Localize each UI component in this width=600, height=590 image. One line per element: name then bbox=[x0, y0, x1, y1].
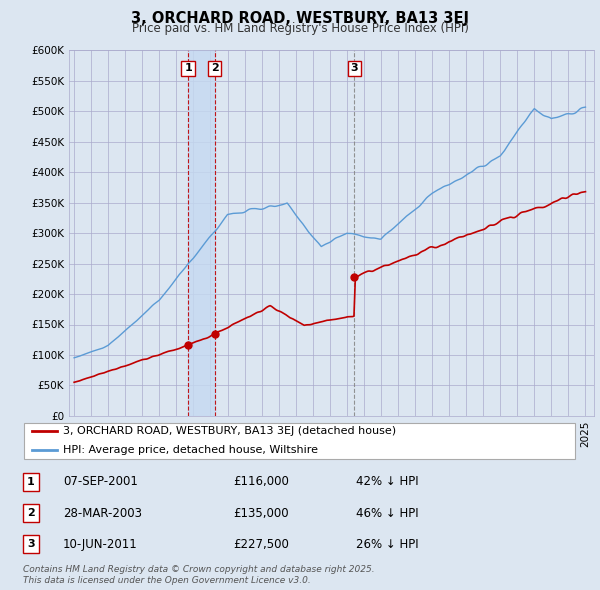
Bar bbox=[188, 50, 215, 416]
Text: Contains HM Land Registry data © Crown copyright and database right 2025.
This d: Contains HM Land Registry data © Crown c… bbox=[23, 565, 374, 585]
Text: Price paid vs. HM Land Registry's House Price Index (HPI): Price paid vs. HM Land Registry's House … bbox=[131, 22, 469, 35]
Text: 3: 3 bbox=[27, 539, 35, 549]
Text: 3, ORCHARD ROAD, WESTBURY, BA13 3EJ (detached house): 3, ORCHARD ROAD, WESTBURY, BA13 3EJ (det… bbox=[63, 427, 396, 436]
Text: £227,500: £227,500 bbox=[233, 537, 289, 550]
Text: 46% ↓ HPI: 46% ↓ HPI bbox=[356, 506, 418, 520]
Text: 1: 1 bbox=[184, 64, 192, 73]
Text: HPI: Average price, detached house, Wiltshire: HPI: Average price, detached house, Wilt… bbox=[63, 445, 318, 455]
Text: 3: 3 bbox=[350, 64, 358, 73]
Text: 1: 1 bbox=[27, 477, 35, 487]
Text: 3, ORCHARD ROAD, WESTBURY, BA13 3EJ: 3, ORCHARD ROAD, WESTBURY, BA13 3EJ bbox=[131, 11, 469, 25]
Text: 2: 2 bbox=[211, 64, 218, 73]
Text: 28-MAR-2003: 28-MAR-2003 bbox=[63, 506, 142, 520]
Text: 26% ↓ HPI: 26% ↓ HPI bbox=[356, 537, 418, 550]
Text: 2: 2 bbox=[27, 508, 35, 518]
Text: £116,000: £116,000 bbox=[233, 476, 289, 489]
Text: 07-SEP-2001: 07-SEP-2001 bbox=[63, 476, 138, 489]
Text: 42% ↓ HPI: 42% ↓ HPI bbox=[356, 476, 418, 489]
Text: £135,000: £135,000 bbox=[233, 506, 289, 520]
Text: 10-JUN-2011: 10-JUN-2011 bbox=[63, 537, 137, 550]
FancyBboxPatch shape bbox=[24, 423, 575, 460]
